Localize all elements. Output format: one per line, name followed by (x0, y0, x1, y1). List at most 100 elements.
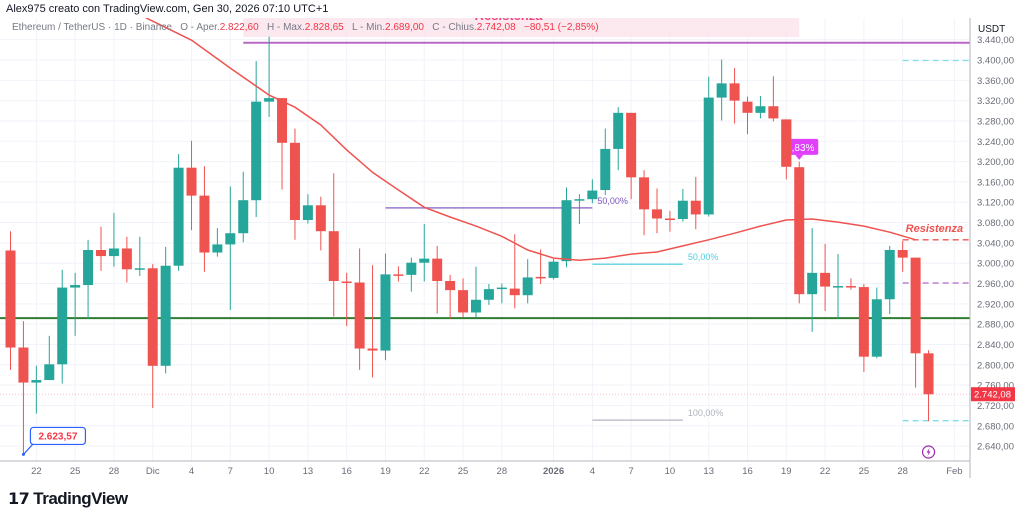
candle-body (186, 167, 197, 196)
x-tick-label: Dic (146, 466, 160, 477)
candle[interactable] (884, 245, 895, 314)
candle[interactable] (70, 272, 81, 336)
candle[interactable] (858, 284, 869, 372)
candle[interactable] (18, 321, 29, 455)
candle[interactable] (212, 228, 223, 257)
candle[interactable] (703, 76, 714, 217)
candle-body (238, 200, 249, 234)
candle[interactable] (496, 283, 507, 304)
candle[interactable] (445, 274, 456, 319)
candle[interactable] (458, 278, 469, 318)
candle[interactable] (419, 224, 430, 282)
candle-body (884, 249, 895, 300)
candle[interactable] (587, 179, 598, 204)
candle-body (393, 274, 404, 276)
low-callout-text: 2.623,57 (38, 431, 77, 442)
candle-body (871, 299, 882, 357)
candle[interactable] (845, 278, 856, 290)
candle[interactable] (173, 153, 184, 271)
candle-body (264, 98, 275, 102)
candle[interactable] (639, 170, 650, 236)
candle[interactable] (134, 236, 145, 276)
candle-body (380, 274, 391, 351)
candle-body (251, 101, 262, 201)
candle[interactable] (432, 245, 443, 314)
candle[interactable] (716, 59, 727, 121)
candle[interactable] (199, 166, 210, 272)
candle[interactable] (380, 253, 391, 361)
candle[interactable] (302, 194, 313, 224)
candle[interactable] (871, 287, 882, 359)
candle[interactable] (897, 240, 908, 272)
candle[interactable] (522, 259, 533, 304)
candle[interactable] (600, 128, 611, 196)
candle[interactable] (820, 243, 831, 311)
low-callout-box[interactable] (29, 426, 87, 446)
candle-body (289, 142, 300, 221)
candle[interactable] (483, 284, 494, 305)
candle[interactable] (509, 234, 520, 309)
candle-body (83, 249, 94, 286)
candle[interactable] (96, 226, 107, 271)
fib-level-label: 100,00% (688, 408, 724, 418)
candle[interactable] (108, 212, 119, 267)
moving-average-line[interactable] (140, 15, 916, 261)
candle[interactable] (664, 210, 675, 232)
candle[interactable] (923, 350, 934, 422)
candle[interactable] (238, 171, 249, 243)
candle[interactable] (277, 98, 288, 190)
candle[interactable] (121, 236, 132, 283)
candle[interactable] (367, 265, 378, 378)
candle[interactable] (910, 257, 921, 388)
candle-body (613, 112, 624, 149)
candle[interactable] (652, 188, 662, 234)
candle[interactable] (729, 68, 740, 124)
candle[interactable] (289, 128, 300, 240)
candle[interactable] (742, 96, 753, 135)
candle[interactable] (574, 194, 585, 225)
candle[interactable] (561, 187, 572, 268)
candle-body (199, 195, 210, 253)
candle[interactable] (768, 76, 779, 122)
candle[interactable] (31, 365, 42, 414)
candle-body (910, 257, 921, 354)
candle[interactable] (755, 96, 766, 119)
candle[interactable] (341, 272, 352, 327)
candle-body (522, 277, 533, 296)
candle-body (432, 258, 443, 281)
candle[interactable] (794, 161, 805, 304)
candle[interactable] (225, 186, 236, 310)
candle-body (664, 218, 675, 220)
candle[interactable] (677, 189, 688, 222)
candle[interactable] (535, 249, 546, 285)
candle[interactable] (44, 335, 55, 381)
candle[interactable] (264, 36, 275, 117)
resistance-zone[interactable] (243, 18, 800, 38)
candle[interactable] (690, 176, 701, 230)
x-tick-label: 16 (341, 466, 352, 477)
candle[interactable] (5, 231, 16, 370)
tradingview-logo[interactable]: 𝟭𝟳 TradingView (8, 489, 128, 509)
candle[interactable] (613, 107, 624, 171)
x-tick-label: 28 (109, 466, 120, 477)
candle[interactable] (315, 196, 326, 251)
candle[interactable] (57, 269, 68, 384)
candle[interactable] (83, 239, 94, 319)
candle[interactable] (328, 173, 339, 317)
candle[interactable] (354, 248, 365, 370)
candle[interactable] (147, 264, 158, 408)
candle[interactable] (406, 257, 417, 292)
candle[interactable] (160, 246, 171, 374)
candle[interactable] (186, 140, 197, 231)
candle[interactable] (548, 259, 559, 280)
candle[interactable] (833, 254, 844, 319)
candle[interactable] (807, 228, 818, 332)
candle[interactable] (626, 112, 637, 200)
symbol-name[interactable]: Ethereum / TetherUS · 1D · Binance (12, 22, 172, 33)
candle[interactable] (470, 266, 481, 318)
y-tick-label: 3.280,00 (977, 116, 1014, 127)
candle[interactable] (393, 266, 404, 282)
x-tick-label: 28 (497, 466, 508, 477)
fib-level-label: 50,00% (688, 252, 719, 262)
